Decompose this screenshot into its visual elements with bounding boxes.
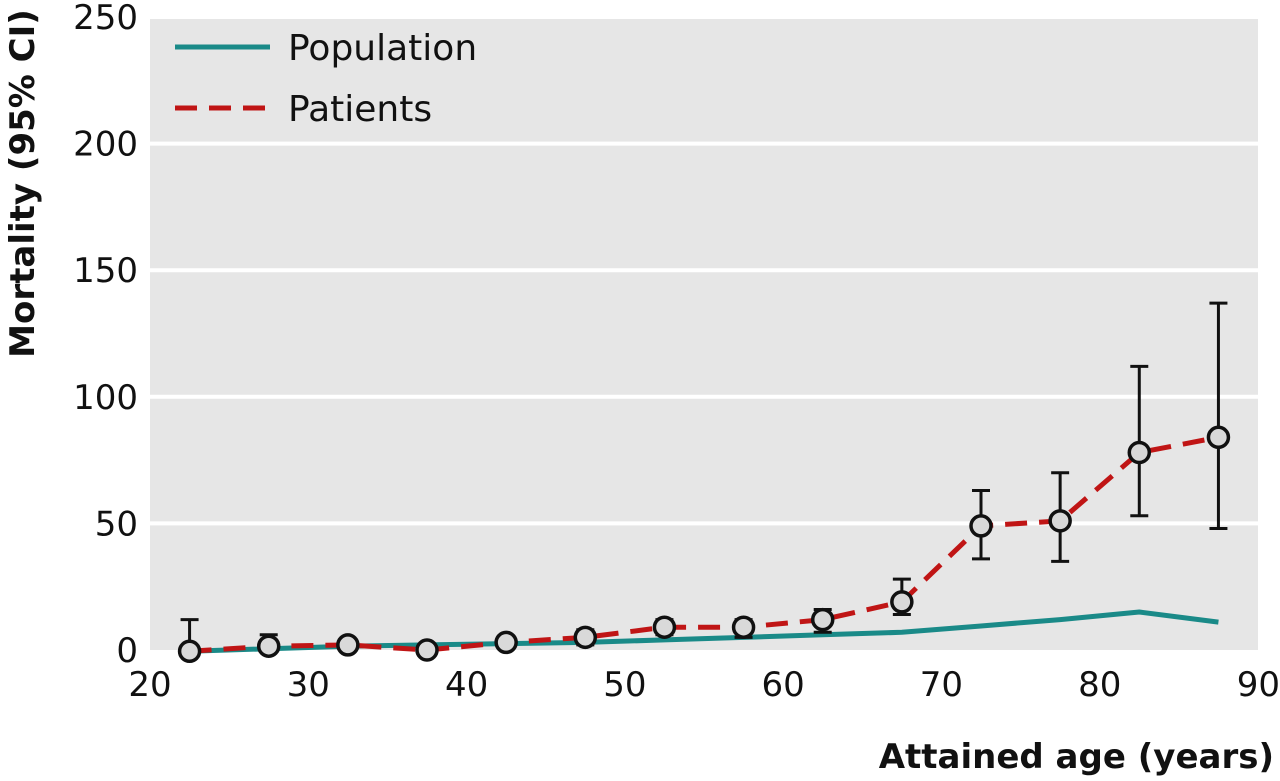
data-point-patients-3 (415, 638, 439, 662)
y-tick-label-0: 0 (116, 631, 138, 671)
data-point-patients-2 (336, 633, 360, 657)
y-tick-label-250: 250 (73, 0, 138, 38)
series-line-patients (189, 434, 1219, 654)
x-tick-label-50: 50 (603, 665, 646, 705)
x-tick-label-90: 90 (1237, 665, 1280, 705)
data-point-patients-4 (494, 630, 518, 655)
plot-background (150, 17, 1258, 650)
x-tick-label-40: 40 (445, 665, 488, 705)
data-point-patients-5 (573, 625, 598, 650)
data-point-patients-9 (890, 590, 914, 614)
y-tick-label-200: 200 (73, 125, 138, 165)
y-tick-label-100: 100 (73, 378, 138, 418)
x-tick-label-20: 20 (128, 665, 171, 705)
data-point-patients-1 (256, 634, 281, 658)
data-point-patients-10 (969, 514, 993, 538)
data-point-patients-0 (177, 639, 202, 664)
data-point-patients-13 (1206, 425, 1231, 450)
legend: Population Patients (175, 28, 477, 130)
data-point-patients-8 (810, 607, 835, 632)
data-series (177, 301, 1231, 664)
x-axis-title: Attained age (years) (879, 737, 1274, 777)
y-tick-label-150: 150 (73, 251, 138, 291)
y-axis-ticks: 0 50 100 150 200 250 (73, 0, 138, 671)
legend-label-population: Population (288, 28, 477, 69)
data-point-patients-7 (731, 615, 756, 639)
x-tick-label-30: 30 (287, 665, 330, 705)
gridlines (150, 15, 1258, 526)
data-point-patients-12 (1127, 440, 1152, 465)
data-point-patients-11 (1048, 509, 1072, 533)
x-tick-label-70: 70 (920, 665, 963, 705)
legend-label-patients: Patients (288, 89, 432, 130)
y-tick-label-50: 50 (95, 504, 138, 544)
x-tick-label-80: 80 (1078, 665, 1121, 705)
y-axis-title: Mortality (95% CI) (3, 9, 43, 358)
x-tick-label-60: 60 (762, 665, 805, 705)
x-axis-ticks: 20 30 40 50 60 70 80 90 (128, 665, 1280, 705)
data-point-patients-6 (652, 615, 677, 639)
